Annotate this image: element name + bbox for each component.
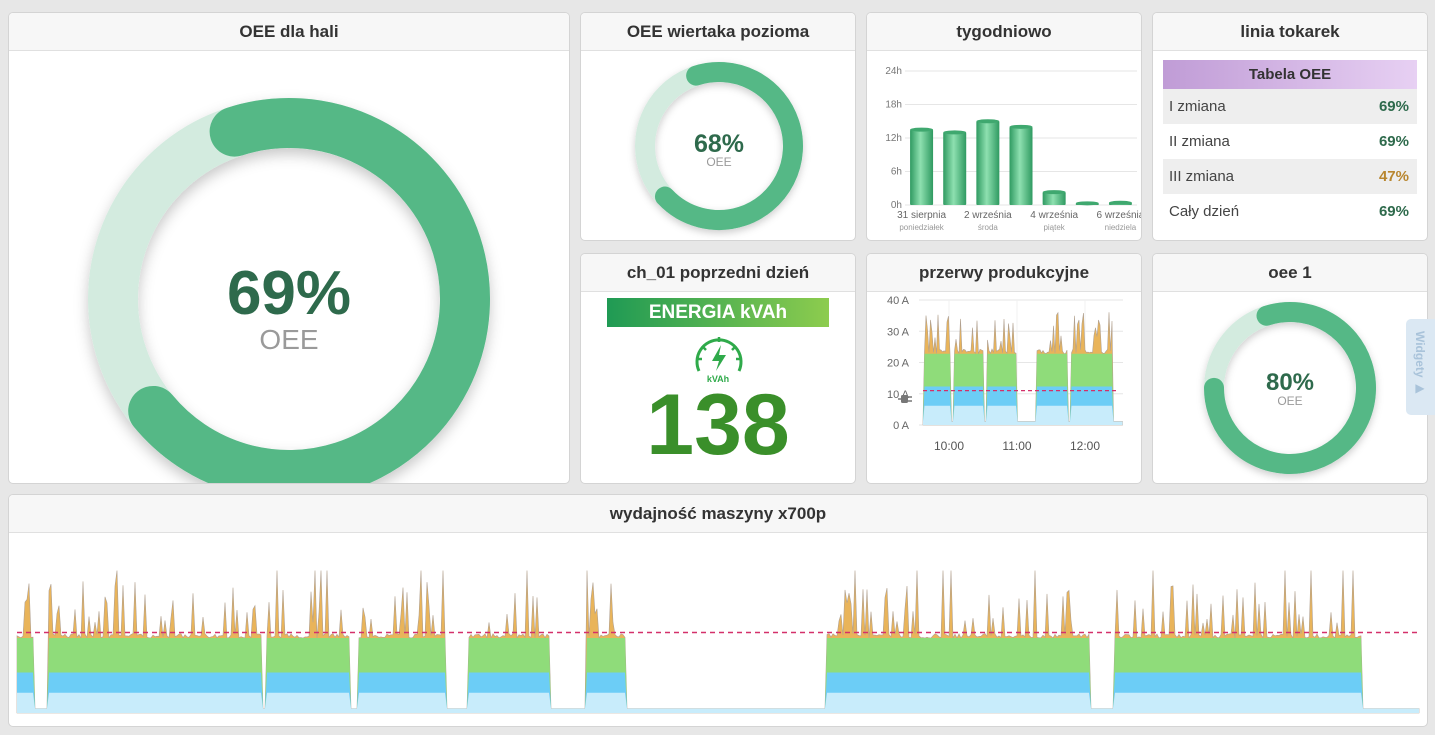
oee-table-row-value: 69% bbox=[1378, 98, 1409, 115]
card-machine-performance: wydajność maszyny x700p bbox=[8, 494, 1428, 727]
drill-gauge-value: 68% bbox=[694, 130, 744, 158]
breaks-xtick: 11:00 bbox=[1002, 439, 1031, 453]
weekly-bar[interactable] bbox=[976, 121, 1000, 205]
weekly-bar-cap bbox=[1009, 124, 1033, 129]
weekly-xtick: 6 września bbox=[1097, 210, 1141, 221]
oee-table-row-value: 69% bbox=[1378, 133, 1409, 150]
weekly-bar-chart: 0h 6h 12h 18h 24h 31 sierpnia poniedziałek 2 wr… bbox=[885, 66, 1141, 232]
weekly-bar-cap bbox=[976, 119, 1000, 124]
weekly-bar-cap bbox=[1075, 201, 1099, 206]
widgets-side-tab[interactable]: Widgety ▶ bbox=[1406, 319, 1435, 415]
energy-banner: ENERGIA kVAh bbox=[607, 298, 829, 327]
weekly-xtick: 31 sierpnia bbox=[897, 210, 946, 221]
weekly-ytick: 6h bbox=[891, 167, 902, 178]
weekly-ytick: 12h bbox=[885, 133, 902, 144]
breaks-ytick: 0 A bbox=[893, 420, 910, 432]
hall-donut-gauge: 69% OEE bbox=[88, 98, 490, 483]
card-energy: ch_01 poprzedni dzień ENERGIA kVAh kVAh … bbox=[580, 253, 856, 484]
breaks-ytick: 30 A bbox=[887, 326, 910, 338]
weekly-bar-cap bbox=[910, 127, 934, 132]
area-light-blue bbox=[17, 692, 1419, 713]
weekly-bar-cap bbox=[1108, 200, 1132, 205]
energy-unit-label: kVAh bbox=[706, 374, 730, 384]
card-title: tygodniowo bbox=[867, 13, 1141, 51]
breaks-xtick: 10:00 bbox=[934, 439, 964, 453]
oee1-gauge-label: OEE bbox=[1277, 394, 1302, 408]
weekly-bar-cap bbox=[1042, 190, 1066, 195]
oee-table-row-label: III zmiana bbox=[1169, 168, 1235, 185]
weekly-bar[interactable] bbox=[943, 132, 967, 205]
energy-value: 138 bbox=[646, 377, 790, 473]
breaks-xtick: 12:00 bbox=[1070, 439, 1100, 453]
oee1-donut-gauge: 80% OEE bbox=[1204, 302, 1376, 474]
oee-table: I zmiana 69% II zmiana 69% III zmiana 47% Cały… bbox=[1163, 89, 1417, 229]
weekly-ytick: 0h bbox=[891, 200, 902, 211]
weekly-bar[interactable] bbox=[910, 129, 934, 205]
machine-area-chart bbox=[16, 570, 1420, 714]
card-oee-drill: OEE wiertaka pozioma 68% OEE bbox=[580, 12, 856, 241]
oee-table-row-value: 47% bbox=[1378, 168, 1409, 185]
gauge-lightning-icon bbox=[695, 337, 743, 372]
weekly-bar-cap bbox=[943, 130, 967, 135]
weekly-xtick: 2 września bbox=[964, 210, 1012, 221]
oee-table-row-value: 69% bbox=[1378, 203, 1409, 220]
card-title: linia tokarek bbox=[1153, 13, 1427, 51]
card-title: oee 1 bbox=[1153, 254, 1427, 292]
oee-table-row-label: I zmiana bbox=[1169, 98, 1226, 115]
oee-table-row: I zmiana 69% bbox=[1163, 89, 1417, 124]
oee-table-row-label: Cały dzień bbox=[1169, 203, 1240, 220]
card-title: ch_01 poprzedni dzień bbox=[581, 254, 855, 292]
weekly-xsublabel: środa bbox=[978, 223, 999, 232]
weekly-bar[interactable] bbox=[1009, 126, 1033, 205]
card-oee-hall: OEE dla hali 69% OEE bbox=[8, 12, 570, 484]
oee-table-row-label: II zmiana bbox=[1169, 133, 1230, 150]
area-light-blue bbox=[923, 405, 1123, 425]
oee-table-header: Tabela OEE bbox=[1163, 60, 1417, 89]
breaks-ytick: 20 A bbox=[887, 358, 910, 370]
weekly-xsublabel: niedziela bbox=[1105, 223, 1137, 232]
oee-table-row: Cały dzień 69% bbox=[1163, 194, 1417, 229]
weekly-bar[interactable] bbox=[1042, 192, 1066, 205]
drill-donut-gauge: 68% OEE bbox=[635, 62, 803, 230]
weekly-xsublabel: piątek bbox=[1043, 223, 1065, 232]
card-lathe-line: linia tokarek Tabela OEE I zmiana 69% II z… bbox=[1152, 12, 1428, 241]
drill-gauge-arc bbox=[635, 62, 803, 230]
breaks-ytick: 40 A bbox=[887, 295, 910, 307]
card-title: wydajność maszyny x700p bbox=[9, 495, 1427, 533]
weekly-ytick: 24h bbox=[885, 66, 902, 77]
weekly-xtick: 4 września bbox=[1030, 210, 1078, 221]
card-oee-1: oee 1 80% OEE bbox=[1152, 253, 1428, 484]
plug-icon bbox=[898, 395, 912, 403]
hall-gauge-area: 69% OEE bbox=[9, 51, 569, 483]
breaks-area-chart: 0 A10 A20 A30 A40 A10:00 11:00 12:00 bbox=[887, 295, 1123, 453]
oee1-gauge-arc bbox=[1204, 302, 1376, 474]
card-title: OEE wiertaka pozioma bbox=[581, 13, 855, 51]
oee-table-row: III zmiana 47% bbox=[1163, 159, 1417, 194]
hall-gauge-value: 69% bbox=[227, 259, 351, 328]
hall-gauge-label: OEE bbox=[259, 324, 318, 355]
drill-gauge-label: OEE bbox=[706, 155, 731, 169]
card-weekly: tygodniowo 0h 6h 12h 18h 24h 31 sierpnia ponie… bbox=[866, 12, 1142, 241]
oee-table-row: II zmiana 69% bbox=[1163, 124, 1417, 159]
weekly-ytick: 18h bbox=[885, 100, 902, 111]
widgets-side-tab-label: Widgety ▶ bbox=[1413, 331, 1427, 395]
hall-gauge-arc bbox=[88, 98, 490, 483]
card-title: przerwy produkcyjne bbox=[867, 254, 1141, 292]
oee1-gauge-value: 80% bbox=[1266, 369, 1314, 396]
weekly-xsublabel: poniedziałek bbox=[899, 223, 944, 232]
card-title: OEE dla hali bbox=[9, 13, 569, 51]
